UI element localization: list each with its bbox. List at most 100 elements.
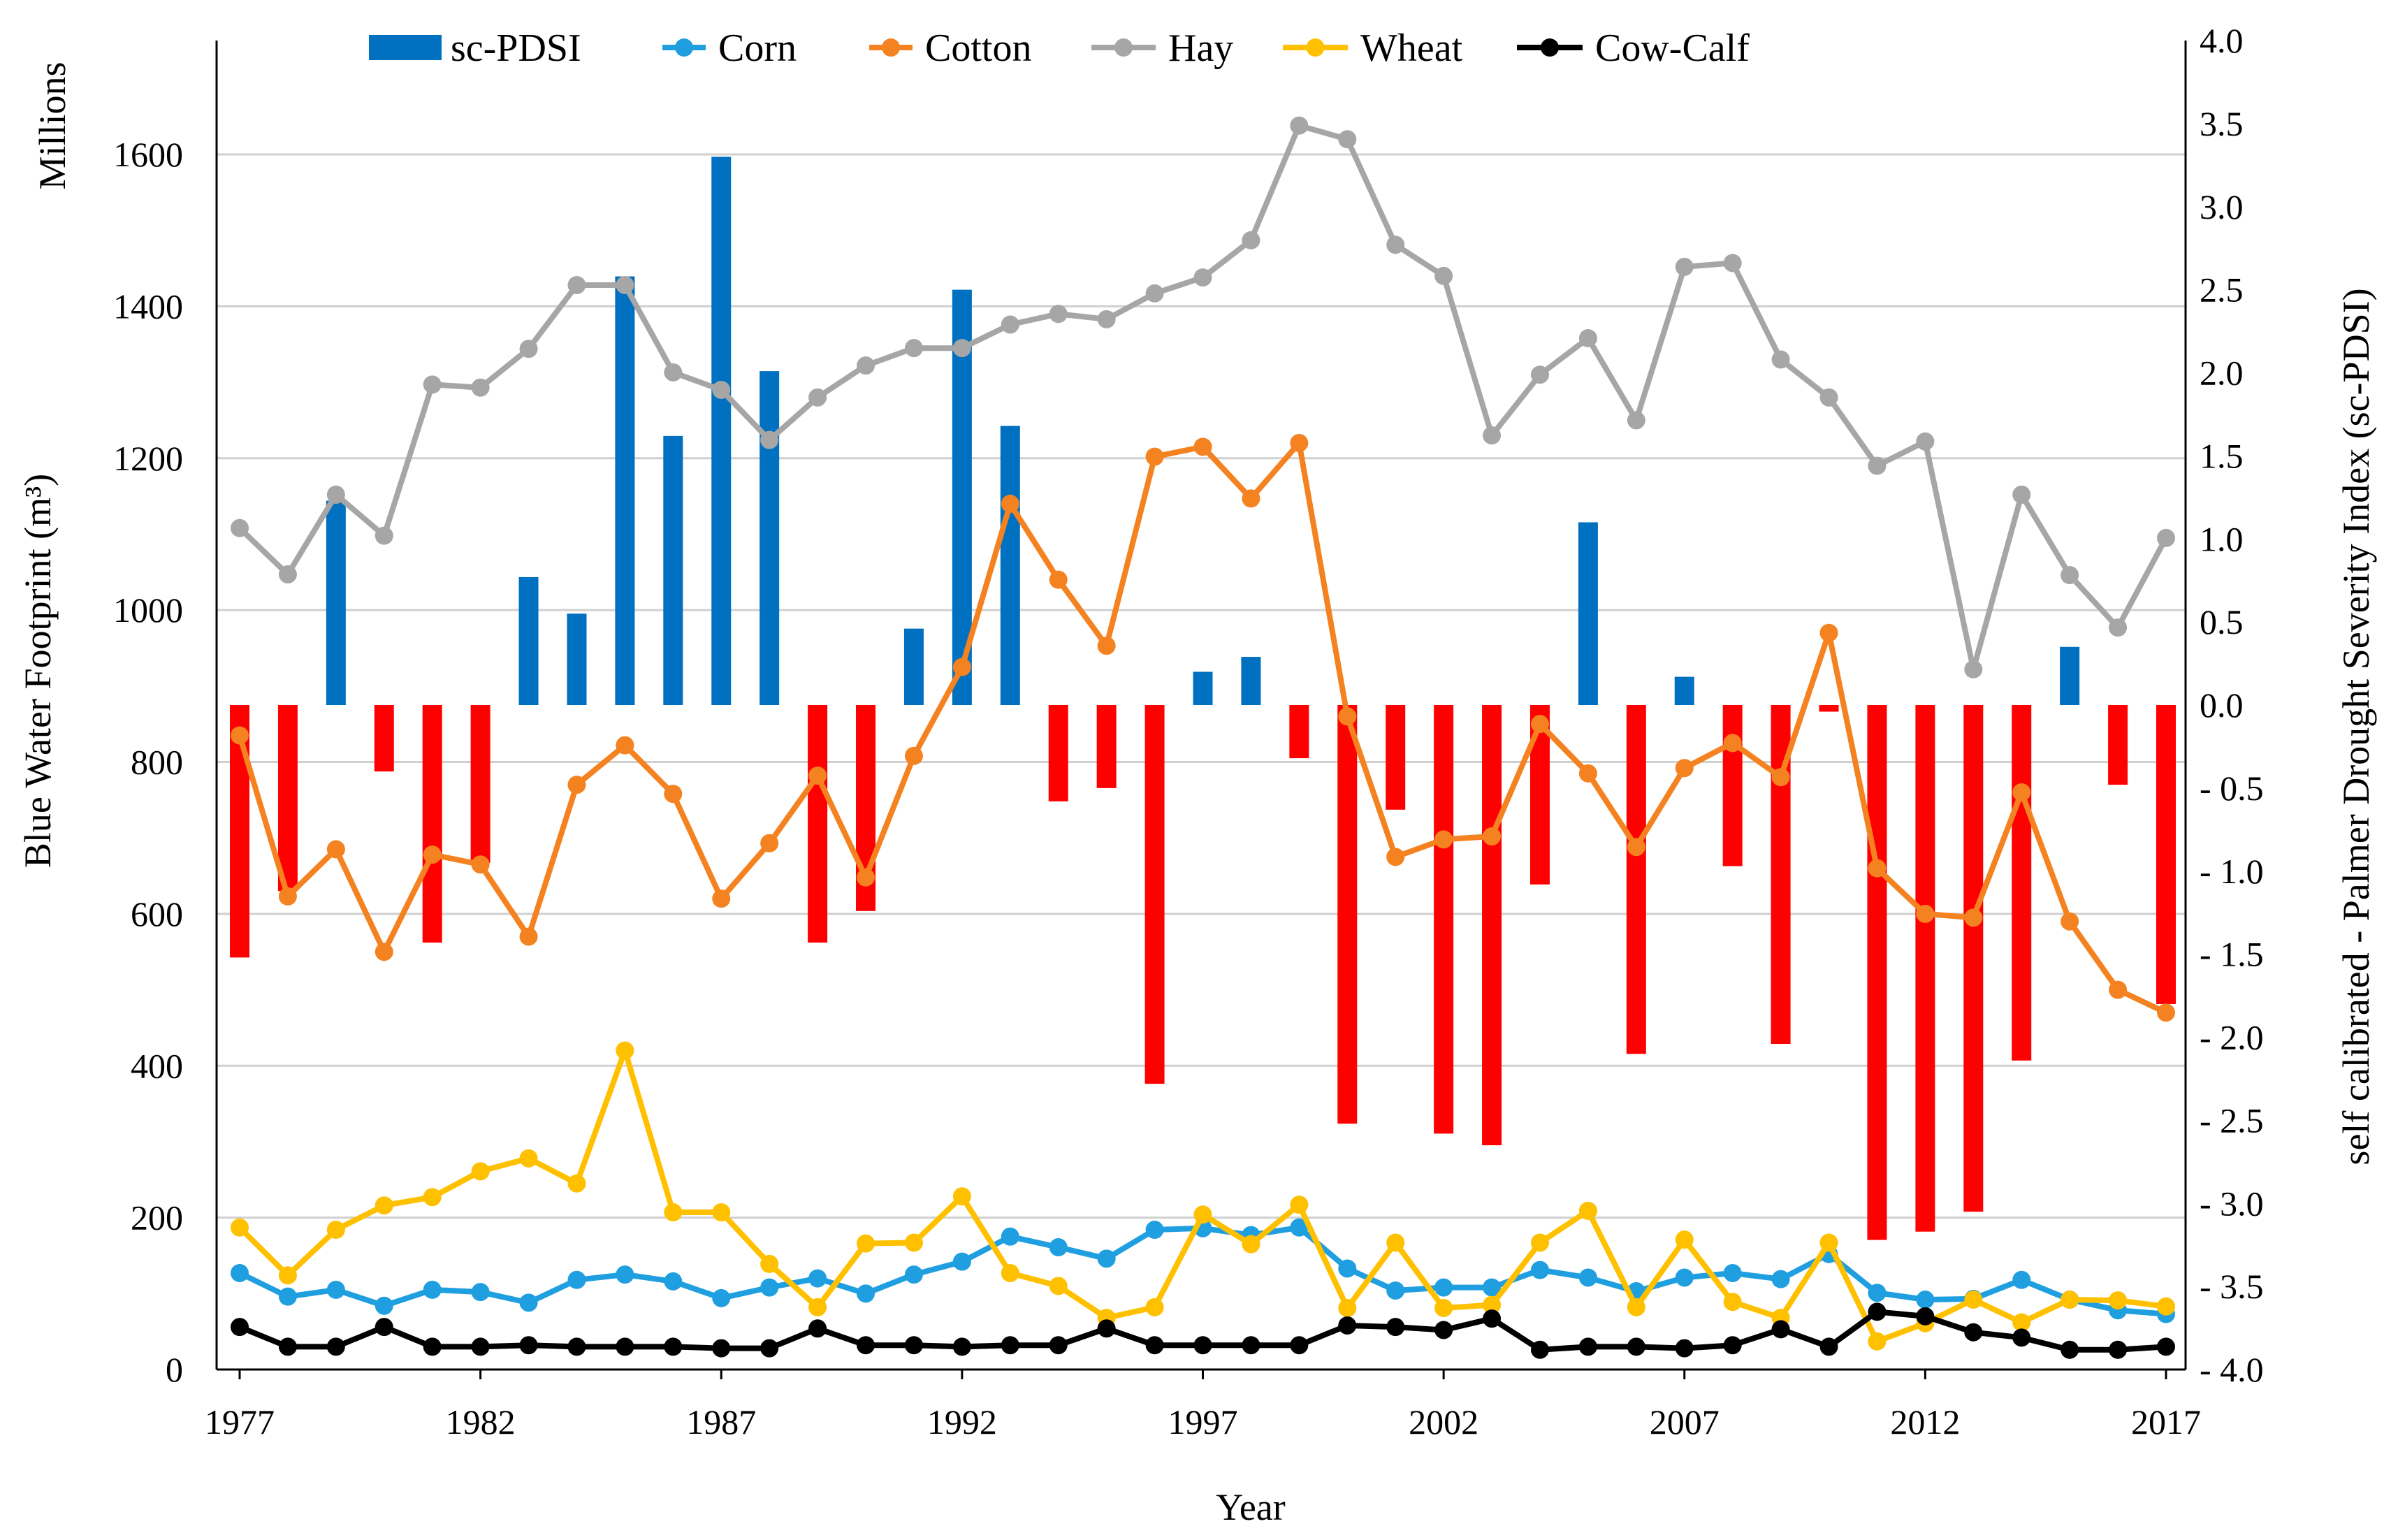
wheat-point-1990 [857, 1234, 875, 1253]
cotton-point-1998 [1242, 489, 1260, 508]
cotton-point-2016 [2109, 980, 2128, 999]
cotton-point-1994 [1049, 570, 1068, 589]
hay-point-1993 [1001, 315, 1019, 334]
corn-point-1987 [712, 1288, 731, 1307]
cotton-point-1996 [1145, 447, 1164, 466]
pdsi-bar-1980 [374, 705, 394, 772]
wheat-point-2003 [1483, 1295, 1502, 1314]
pdsi-bar-1996 [1144, 705, 1165, 1084]
x-axis-title: Year [1216, 1486, 1286, 1528]
cotton-point-1982 [471, 855, 490, 874]
left-tick-labels: 0 200 400 600 800 1000 1200 1400 1600 [113, 135, 183, 1389]
corn-point-2002 [1434, 1278, 1453, 1297]
hay-point-2005 [1578, 329, 1597, 348]
hay-point-1977 [231, 518, 249, 537]
corn-point-1978 [278, 1287, 297, 1306]
cotton-point-1987 [712, 889, 731, 908]
corn-point-2004 [1530, 1261, 1549, 1279]
left-tick-label: 1400 [113, 286, 183, 326]
cow-calf-point-2001 [1386, 1318, 1405, 1337]
left-tick-label: 1000 [113, 590, 183, 630]
cow-calf-point-1978 [278, 1337, 297, 1356]
legend-label: Corn [718, 27, 797, 70]
corn-point-1994 [1049, 1238, 1068, 1257]
pdsi-bar-1988 [760, 371, 780, 705]
cotton-point-1992 [952, 658, 971, 676]
cow-calf-point-1979 [326, 1337, 345, 1356]
legend-label: Cotton [925, 27, 1031, 70]
hay-point-2010 [1819, 388, 1838, 407]
cotton-point-2000 [1338, 707, 1357, 726]
corn-point-1985 [616, 1265, 634, 1284]
left-tick-label: 1600 [113, 135, 183, 174]
wheat-point-1983 [519, 1149, 538, 1168]
wheat-point-1989 [808, 1298, 827, 1316]
cow-calf-point-1982 [471, 1337, 490, 1356]
right-tick-label: - 1.5 [2200, 935, 2264, 974]
corn-point-1995 [1097, 1249, 1116, 1268]
pdsi-bar-1991 [903, 628, 924, 705]
left-unit-label: Millions [31, 61, 73, 189]
hay-point-1978 [278, 565, 297, 584]
corn-point-1983 [519, 1293, 538, 1312]
hay-point-1983 [519, 340, 538, 358]
hay-point-1982 [471, 378, 490, 397]
cotton-point-2011 [1868, 859, 1887, 878]
cotton-point-2003 [1483, 827, 1502, 846]
wheat-point-1996 [1145, 1298, 1164, 1316]
corn-point-1984 [567, 1270, 586, 1289]
legend: sc-PDSI Corn Cotton Hay Wheat Cow-Calf [369, 27, 1750, 70]
x-tick-label: 1982 [446, 1402, 516, 1441]
cotton-point-2001 [1386, 848, 1405, 866]
hay-point-2011 [1868, 456, 1887, 475]
corn-point-2008 [1723, 1263, 1742, 1282]
corn-point-1991 [904, 1265, 923, 1284]
pdsi-bar-2013 [1963, 705, 1984, 1212]
cow-calf-point-1987 [712, 1339, 731, 1358]
wheat-point-1980 [375, 1196, 393, 1215]
right-tick-label: - 1.0 [2200, 852, 2264, 891]
left-tick-label: 400 [131, 1046, 183, 1085]
right-tick-label: 2.0 [2200, 354, 2244, 393]
cow-calf-point-1996 [1145, 1336, 1164, 1355]
hay-point-1984 [567, 275, 586, 294]
right-tick-label: - 3.5 [2200, 1267, 2264, 1306]
left-tick-label: 600 [131, 894, 183, 934]
corn-point-1982 [471, 1283, 490, 1302]
legend-swatch-marker [675, 38, 693, 57]
hay-point-2001 [1386, 235, 1405, 254]
right-tick-label: - 0.5 [2200, 769, 2264, 808]
corn-point-2001 [1386, 1281, 1405, 1300]
hay-point-2002 [1434, 266, 1453, 285]
cow-calf-point-2013 [1964, 1323, 1983, 1342]
wheat-point-2005 [1578, 1201, 1597, 1220]
legend-swatch-marker [882, 38, 900, 57]
wheat-point-2016 [2109, 1291, 2128, 1310]
cow-calf-point-2014 [2012, 1328, 2031, 1347]
legend-label: sc-PDSI [451, 27, 581, 70]
corn-point-1980 [375, 1296, 393, 1315]
hay-point-1986 [664, 363, 683, 382]
wheat-point-1992 [952, 1187, 971, 1206]
cotton-point-1993 [1001, 494, 1019, 513]
wheat-point-2015 [2061, 1291, 2079, 1309]
cow-calf-point-2009 [1771, 1320, 1790, 1339]
corn-point-2012 [1916, 1291, 1935, 1309]
cotton-point-1981 [423, 845, 442, 864]
corn-point-2000 [1338, 1259, 1357, 1278]
cotton-point-2006 [1627, 838, 1645, 857]
pdsi-bar-2015 [2060, 646, 2080, 705]
cotton-point-1988 [760, 834, 779, 852]
corn-point-1988 [760, 1278, 779, 1297]
corn-point-1993 [1001, 1227, 1019, 1246]
wheat-point-1988 [760, 1254, 779, 1273]
pdsi-bar-1984 [567, 613, 587, 705]
pdsi-bar-2006 [1626, 705, 1646, 1054]
corn-point-2005 [1578, 1268, 1597, 1287]
hay-point-2014 [2012, 485, 2031, 504]
hay-point-1989 [808, 388, 827, 407]
cow-calf-point-2016 [2109, 1340, 2128, 1359]
hay-point-2013 [1964, 660, 1983, 678]
wheat-point-1994 [1049, 1277, 1068, 1295]
wheat-point-1982 [471, 1162, 490, 1181]
